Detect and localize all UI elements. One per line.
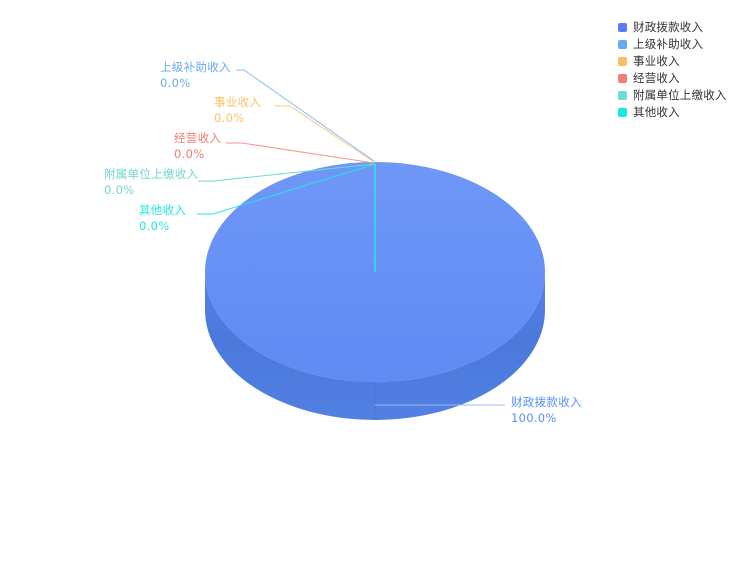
legend-color-swatch-icon [618, 39, 627, 49]
leader-line-fushu-danwei [198, 163, 375, 182]
legend-item[interactable]: 其他收入 [618, 105, 750, 119]
legend-item[interactable]: 事业收入 [618, 54, 750, 68]
pie-slice-label-percent: 0.0% [139, 219, 170, 233]
pie-slice-label: 附属单位上缴收入 0.0% [104, 166, 198, 198]
leader-line-shiye [274, 105, 375, 163]
legend-color-swatch-icon [618, 90, 627, 100]
pie-slice-label-percent: 0.0% [214, 111, 245, 125]
pie-slice-label-percent: 0.0% [104, 183, 135, 197]
legend-item[interactable]: 经营收入 [618, 71, 750, 85]
chart-legend[interactable]: 财政拨款收入 上级补助收入 事业收入经营收入附属单位上缴收入 其他收入 [618, 20, 750, 119]
pie-slice-label-percent: 0.0% [160, 76, 191, 90]
legend-color-swatch-icon [618, 56, 627, 66]
pie-slice-label: 其他收入 0.0% [139, 202, 186, 234]
pie-slice-label-name: 上级补助收入 [160, 60, 231, 74]
pie-slice-label-name: 财政拨款收入 [511, 395, 582, 409]
pie-slice-label-name: 附属单位上缴收入 [104, 167, 199, 181]
legend-item-label: 事业收入 [633, 53, 680, 68]
pie-slice-label: 上级补助收入 0.0% [160, 59, 231, 91]
legend-color-swatch-icon [618, 107, 627, 117]
legend-item-label: 附属单位上缴收入 [633, 87, 727, 102]
pie-slice-label-name: 事业收入 [214, 95, 262, 109]
pie-side-wall [205, 272, 545, 420]
legend-item[interactable]: 附属单位上缴收入 [618, 88, 750, 102]
pie-slice-label-percent: 0.0% [174, 147, 205, 161]
pie-slice-label-name: 其他收入 [139, 203, 187, 217]
leader-line-group [197, 69, 505, 406]
pie-slice-label-percent: 100.0% [511, 411, 557, 425]
leader-line-jingying [226, 142, 375, 164]
legend-item-label: 其他收入 [633, 104, 680, 119]
leader-line-qita [197, 163, 376, 215]
legend-color-swatch-icon [618, 22, 627, 32]
legend-color-swatch-icon [618, 73, 627, 83]
leader-line-shangji-butie [236, 69, 375, 162]
pie-slice-label: 经营收入 0.0% [174, 130, 221, 162]
legend-item-label: 上级补助收入 [633, 36, 704, 51]
legend-item-label: 经营收入 [633, 70, 680, 85]
legend-item-label: 财政拨款收入 [633, 19, 704, 34]
legend-item[interactable]: 财政拨款收入 [618, 20, 750, 34]
pie-slice-label: 事业收入 0.0% [214, 94, 261, 126]
pie-slice-label: 财政拨款收入 100.0% [511, 394, 582, 426]
legend-item[interactable]: 上级补助收入 [618, 37, 750, 51]
pie-slice-label-name: 经营收入 [174, 131, 222, 145]
